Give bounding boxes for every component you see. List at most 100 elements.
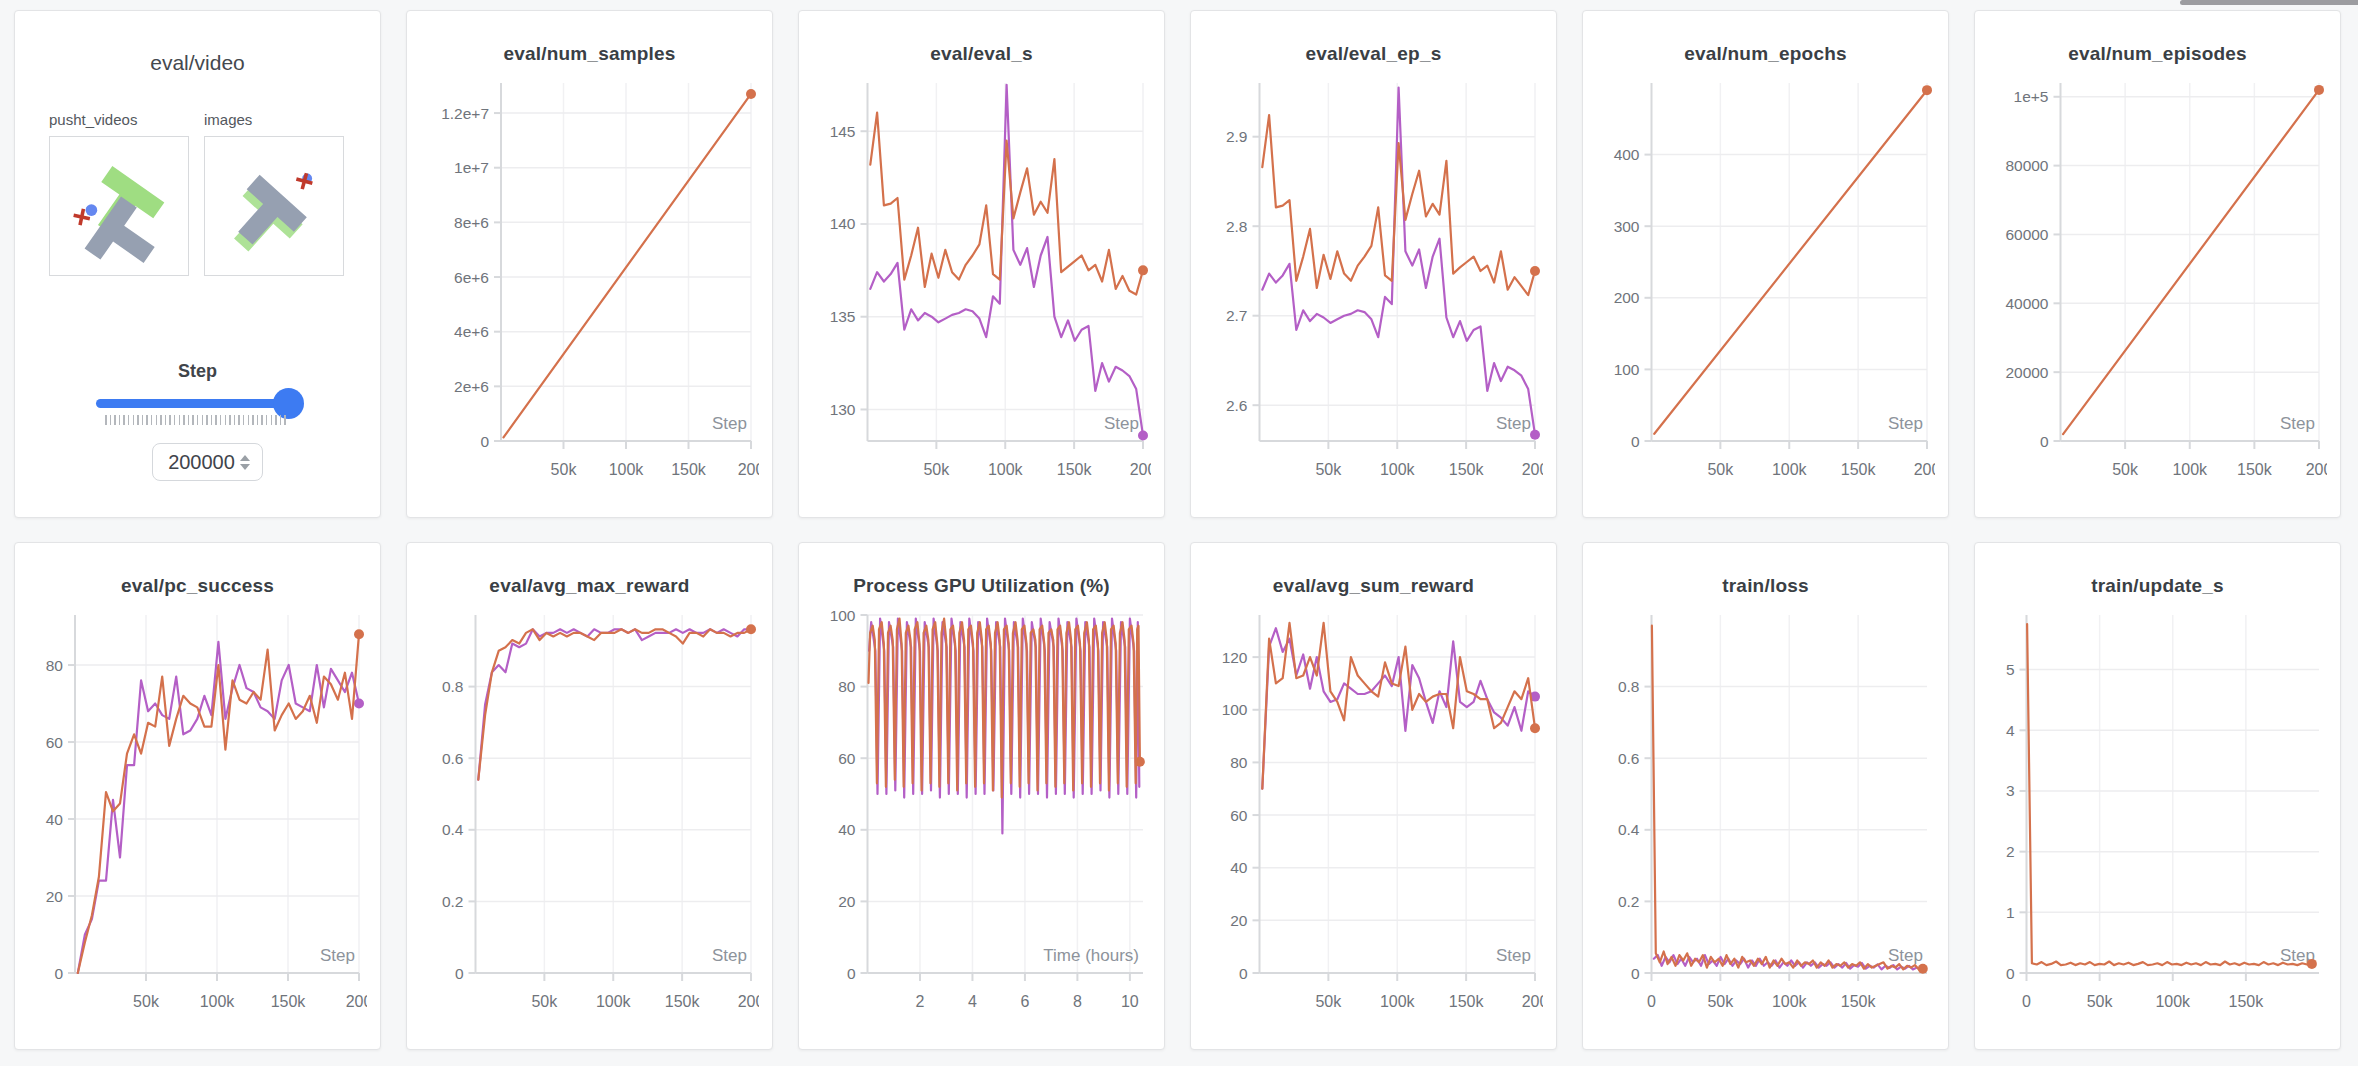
svg-text:4e+6: 4e+6 <box>454 323 489 340</box>
svg-text:0: 0 <box>1631 965 1640 982</box>
svg-text:2.9: 2.9 <box>1226 128 1248 145</box>
chart-canvas-eval-num-samples[interactable]: 02e+64e+66e+68e+61e+71.2e+750k100k150k20… <box>420 69 759 493</box>
svg-text:6: 6 <box>1020 993 1029 1010</box>
video-thumbnail-pusht[interactable] <box>49 136 189 276</box>
panel-eval-eval-ep-s: eval/eval_ep_s 2.62.72.82.950k100k150k20… <box>1190 10 1557 518</box>
step-slider-ticks <box>105 415 287 425</box>
svg-text:Step: Step <box>1888 414 1923 433</box>
svg-text:0: 0 <box>2006 965 2015 982</box>
svg-text:200: 200 <box>1914 461 1935 478</box>
svg-text:Step: Step <box>1888 946 1923 965</box>
svg-text:150k: 150k <box>671 461 707 478</box>
chart-canvas-eval-eval-s[interactable]: 13013514014550k100k150k200Step <box>812 69 1151 493</box>
chart-canvas-eval-pc-success[interactable]: 02040608050k100k150k200Step <box>28 601 367 1025</box>
pusht-image-icon <box>205 137 343 275</box>
pusht-scene-icon <box>50 137 188 275</box>
panel-eval-avg-sum-reward: eval/avg_sum_reward 02040608010012050k10… <box>1190 542 1557 1050</box>
panel-eval-num-episodes: eval/num_episodes 0200004000060000800001… <box>1974 10 2341 518</box>
svg-text:2: 2 <box>916 993 925 1010</box>
svg-text:150k: 150k <box>271 993 307 1010</box>
svg-text:80: 80 <box>46 657 64 674</box>
svg-text:0.2: 0.2 <box>1618 893 1640 910</box>
panel-eval-num-samples: eval/num_samples 02e+64e+66e+68e+61e+71.… <box>406 10 773 518</box>
step-number-input[interactable] <box>166 451 238 474</box>
chart-canvas-eval-num-episodes[interactable]: 0200004000060000800001e+550k100k150k200S… <box>1988 69 2327 493</box>
svg-text:5: 5 <box>2006 661 2015 678</box>
svg-text:50k: 50k <box>1315 461 1342 478</box>
svg-text:0.2: 0.2 <box>442 893 464 910</box>
svg-text:2.6: 2.6 <box>1226 397 1248 414</box>
chart-title: eval/num_epochs <box>1583 11 1948 67</box>
svg-text:200: 200 <box>2306 461 2327 478</box>
media-panel-title: eval/video <box>15 51 380 75</box>
panel-eval-eval-s: eval/eval_s 13013514014550k100k150k200St… <box>798 10 1165 518</box>
video-thumbnail-images[interactable] <box>204 136 344 276</box>
svg-text:0: 0 <box>455 965 464 982</box>
svg-text:60: 60 <box>1230 807 1248 824</box>
svg-text:0: 0 <box>2022 993 2031 1010</box>
svg-text:0: 0 <box>847 965 856 982</box>
svg-text:100k: 100k <box>1380 993 1416 1010</box>
svg-text:50k: 50k <box>1707 461 1734 478</box>
svg-text:20: 20 <box>838 893 856 910</box>
svg-text:0: 0 <box>2040 433 2049 450</box>
panel-process-gpu-utilization: Process GPU Utilization (%) 020406080100… <box>798 542 1165 1050</box>
chart-canvas-eval-avg-sum-reward[interactable]: 02040608010012050k100k150k200Step <box>1204 601 1543 1025</box>
svg-text:200: 200 <box>1522 461 1543 478</box>
chart-canvas-eval-num-epochs[interactable]: 010020030040050k100k150k200Step <box>1596 69 1935 493</box>
chart-title: eval/num_episodes <box>1975 11 2340 67</box>
svg-text:140: 140 <box>830 215 856 232</box>
svg-text:50k: 50k <box>531 993 558 1010</box>
svg-text:Step: Step <box>712 946 747 965</box>
svg-text:100: 100 <box>830 607 856 624</box>
stepper-arrows[interactable] <box>240 455 250 470</box>
svg-text:1.2e+7: 1.2e+7 <box>441 105 489 122</box>
svg-text:300: 300 <box>1614 218 1640 235</box>
svg-text:0: 0 <box>480 433 489 450</box>
svg-text:0: 0 <box>1631 433 1640 450</box>
svg-text:4: 4 <box>2006 722 2015 739</box>
chart-canvas-train-loss[interactable]: 00.20.40.60.8050k100k150kStep <box>1596 601 1935 1025</box>
scrollbar-fragment[interactable] <box>2180 0 2358 5</box>
stepper-up-icon[interactable] <box>240 455 250 461</box>
svg-text:Step: Step <box>1496 414 1531 433</box>
svg-text:0.8: 0.8 <box>442 678 464 695</box>
svg-text:80: 80 <box>838 678 856 695</box>
svg-text:2: 2 <box>2006 843 2015 860</box>
svg-text:50k: 50k <box>923 461 950 478</box>
svg-text:2e+6: 2e+6 <box>454 378 489 395</box>
chart-title: eval/pc_success <box>15 543 380 599</box>
svg-text:40: 40 <box>46 811 64 828</box>
chart-title: eval/eval_ep_s <box>1191 11 1556 67</box>
svg-text:50k: 50k <box>2087 993 2114 1010</box>
svg-text:100k: 100k <box>2172 461 2208 478</box>
svg-text:120: 120 <box>1222 649 1248 666</box>
chart-title: train/update_s <box>1975 543 2340 599</box>
svg-text:0.4: 0.4 <box>1618 821 1640 838</box>
svg-text:100k: 100k <box>596 993 632 1010</box>
svg-text:200: 200 <box>346 993 367 1010</box>
svg-text:130: 130 <box>830 401 856 418</box>
svg-text:150k: 150k <box>1057 461 1093 478</box>
svg-text:1: 1 <box>2006 904 2015 921</box>
svg-text:8: 8 <box>1073 993 1082 1010</box>
svg-text:50k: 50k <box>1315 993 1342 1010</box>
stepper-down-icon[interactable] <box>240 464 250 470</box>
svg-text:50k: 50k <box>133 993 160 1010</box>
svg-text:Step: Step <box>712 414 747 433</box>
chart-canvas-eval-avg-max-reward[interactable]: 00.20.40.60.850k100k150k200Step <box>420 601 759 1025</box>
chart-title: eval/num_samples <box>407 11 772 67</box>
svg-text:200: 200 <box>1614 289 1640 306</box>
svg-text:200: 200 <box>1130 461 1151 478</box>
svg-text:40000: 40000 <box>2005 295 2048 312</box>
panel-train-loss: train/loss 00.20.40.60.8050k100k150kStep <box>1582 542 1949 1050</box>
svg-text:0.8: 0.8 <box>1618 678 1640 695</box>
svg-text:4: 4 <box>968 993 977 1010</box>
chart-canvas-train-update-s[interactable]: 012345050k100k150kStep <box>1988 601 2327 1025</box>
step-slider[interactable] <box>96 399 298 408</box>
chart-canvas-eval-eval-ep-s[interactable]: 2.62.72.82.950k100k150k200Step <box>1204 69 1543 493</box>
svg-text:150k: 150k <box>2229 993 2265 1010</box>
svg-text:100k: 100k <box>1772 993 1808 1010</box>
chart-canvas-gpu-utilization[interactable]: 020406080100246810Time (hours) <box>812 601 1151 1025</box>
svg-text:1e+5: 1e+5 <box>2014 88 2049 105</box>
